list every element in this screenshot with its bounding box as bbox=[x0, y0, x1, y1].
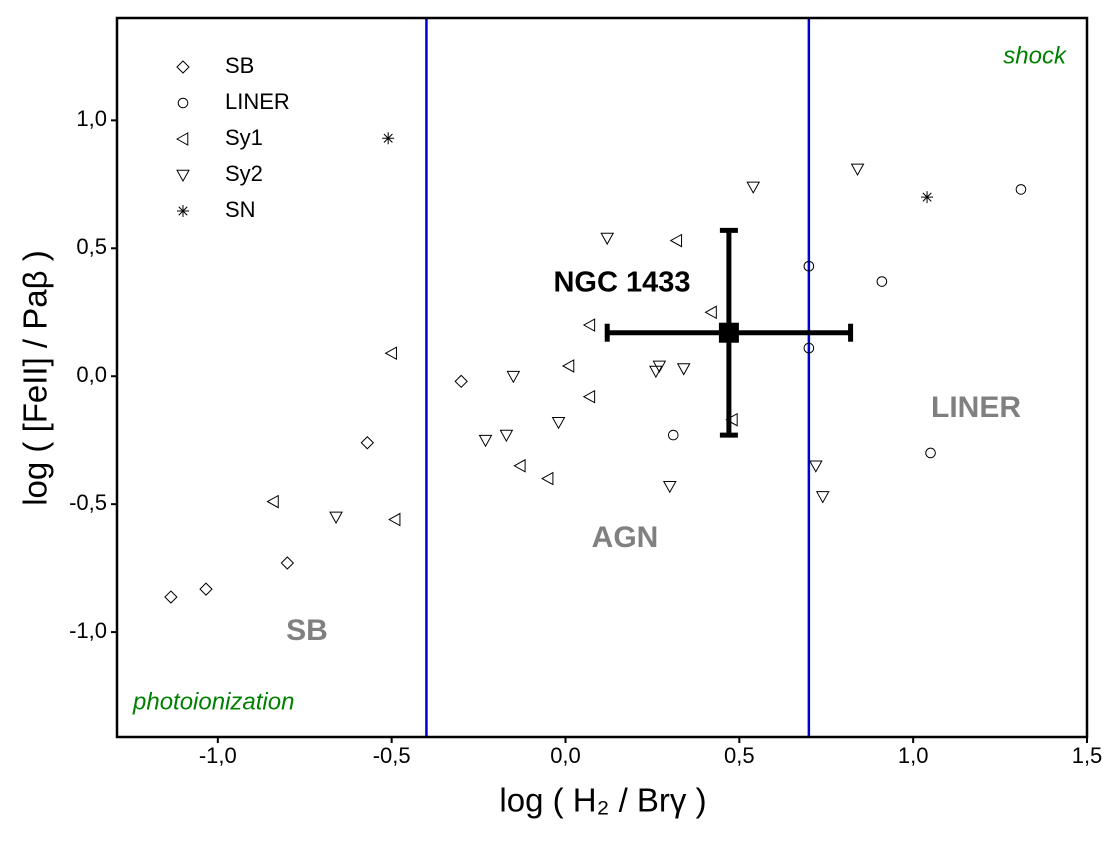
legend-marker bbox=[176, 169, 190, 183]
marker bbox=[803, 342, 815, 354]
marker bbox=[388, 512, 401, 527]
marker bbox=[506, 370, 521, 384]
marker bbox=[266, 494, 279, 509]
marker bbox=[199, 582, 213, 596]
marker bbox=[803, 260, 815, 272]
marker bbox=[600, 232, 615, 246]
x-tick-label: 1,0 bbox=[898, 743, 929, 768]
marker bbox=[478, 434, 493, 448]
mechanism-label: photoionization bbox=[132, 688, 294, 715]
marker bbox=[382, 132, 395, 145]
marker bbox=[725, 412, 738, 427]
plot-frame bbox=[115, 16, 1089, 739]
marker bbox=[850, 163, 865, 176]
marker bbox=[667, 429, 679, 441]
legend-marker bbox=[177, 205, 189, 217]
legend-label: SB bbox=[225, 53, 254, 78]
highlight-marker bbox=[718, 322, 739, 343]
legend-label: Sy2 bbox=[225, 161, 263, 186]
marker bbox=[1015, 184, 1027, 195]
x-tick-label: -0,5 bbox=[373, 743, 411, 768]
marker bbox=[925, 447, 936, 459]
marker bbox=[808, 460, 823, 473]
marker bbox=[921, 191, 934, 204]
x-axis-title: log ( H₂ / Brγ ) bbox=[499, 782, 706, 819]
marker bbox=[499, 429, 514, 443]
legend-label: Sy1 bbox=[225, 125, 263, 150]
marker bbox=[815, 491, 830, 504]
marker bbox=[876, 276, 888, 287]
marker bbox=[561, 359, 575, 373]
marker bbox=[746, 181, 761, 194]
y-tick-label: -1,0 bbox=[69, 618, 107, 643]
marker bbox=[384, 346, 397, 361]
mechanism-label: shock bbox=[1003, 42, 1068, 69]
legend-label: SN bbox=[225, 197, 256, 222]
marker bbox=[280, 556, 295, 570]
marker bbox=[164, 590, 178, 604]
marker bbox=[551, 416, 566, 430]
marker bbox=[541, 471, 554, 486]
x-tick-label: 0,0 bbox=[550, 743, 581, 768]
marker bbox=[669, 233, 683, 248]
marker bbox=[582, 389, 596, 404]
marker bbox=[704, 305, 717, 320]
y-tick-label: 1,0 bbox=[76, 106, 107, 131]
legend-marker bbox=[177, 97, 189, 109]
marker bbox=[662, 480, 677, 494]
legend-marker bbox=[175, 132, 189, 146]
y-tick-label: -0,5 bbox=[69, 490, 107, 515]
x-tick-label: 1,5 bbox=[1072, 743, 1103, 768]
y-tick-label: 0,5 bbox=[76, 234, 107, 259]
legend-marker bbox=[176, 60, 190, 74]
region-label: LINER bbox=[931, 391, 1021, 424]
marker bbox=[329, 511, 343, 524]
marker bbox=[582, 318, 596, 332]
marker bbox=[652, 360, 667, 374]
legend-label: LINER bbox=[225, 89, 290, 114]
y-axis-title: log ( [FeII] / Paβ ) bbox=[17, 250, 54, 506]
marker bbox=[676, 363, 691, 376]
highlight-label: NGC 1433 bbox=[553, 267, 690, 299]
x-tick-label: 0,5 bbox=[724, 743, 755, 768]
marker bbox=[513, 458, 526, 473]
marker bbox=[454, 374, 468, 389]
marker bbox=[360, 436, 375, 450]
x-tick-label: -1,0 bbox=[199, 743, 237, 768]
y-tick-label: 0,0 bbox=[76, 362, 107, 387]
region-label: AGN bbox=[592, 521, 659, 554]
region-label: SB bbox=[286, 614, 328, 647]
